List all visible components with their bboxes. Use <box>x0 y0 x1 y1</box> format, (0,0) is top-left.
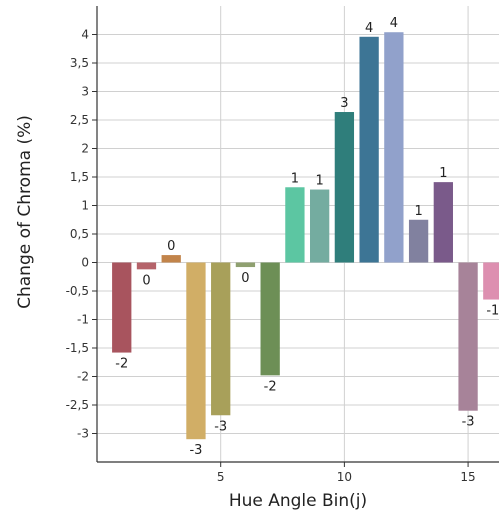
y-tick-label: -1 <box>77 313 89 327</box>
y-tick-label: 2,5 <box>70 113 89 127</box>
bar <box>483 262 499 300</box>
x-tick-label: 10 <box>337 470 352 484</box>
y-tick-label: -2 <box>77 370 89 384</box>
data-label: 1 <box>439 166 447 181</box>
x-axis-title: Hue Angle Bin(j) <box>229 491 367 511</box>
y-tick-label: -0,5 <box>66 284 89 298</box>
bar <box>458 262 478 411</box>
bar <box>433 182 453 263</box>
data-label: -2 <box>115 357 128 372</box>
bar <box>384 32 404 263</box>
y-tick-label: -2,5 <box>66 398 89 412</box>
bar <box>186 262 206 440</box>
x-tick-label: 15 <box>460 470 475 484</box>
data-label: 4 <box>390 16 398 31</box>
y-axis-title: Change of Chroma (%) <box>15 115 35 309</box>
bar <box>285 187 305 263</box>
y-tick-label: -3 <box>77 427 89 441</box>
data-label: -2 <box>264 379 277 394</box>
bar <box>136 262 157 270</box>
bar <box>260 262 280 376</box>
data-label: 0 <box>142 273 150 288</box>
y-tick-label: 4 <box>81 28 89 42</box>
data-label: 0 <box>167 239 175 254</box>
y-tick-label: -1,5 <box>66 341 89 355</box>
bars <box>112 32 499 440</box>
y-tick-label: 1 <box>81 199 89 213</box>
data-label: 4 <box>365 21 373 36</box>
bar <box>112 262 132 353</box>
data-label: 0 <box>241 271 249 286</box>
bar <box>235 262 256 268</box>
data-label: 1 <box>291 171 299 186</box>
bar <box>211 262 231 416</box>
bar <box>161 255 181 263</box>
y-tick-label: 1,5 <box>70 170 89 184</box>
y-tick-label: 3,5 <box>70 56 89 70</box>
bar <box>334 112 355 263</box>
data-label: 1 <box>414 204 422 219</box>
y-tick-label: 3 <box>81 85 89 99</box>
data-label: -1 <box>486 304 499 319</box>
data-label: -3 <box>462 415 475 430</box>
data-label: -3 <box>189 443 202 458</box>
bar <box>359 36 379 263</box>
data-label: 3 <box>340 96 348 111</box>
data-label: -3 <box>214 419 227 434</box>
y-tick-label: 0,5 <box>70 227 89 241</box>
y-tick-label: 0 <box>81 256 89 270</box>
bar <box>408 219 429 263</box>
axes: -3-2,5-2-1,5-1-0,500,511,522,533,545 10 15 <box>66 6 499 484</box>
y-tick-label: 2 <box>81 142 89 156</box>
data-label: 1 <box>316 174 324 189</box>
x-tick-label: 5 <box>217 470 225 484</box>
bar <box>309 189 330 263</box>
data-labels: -2 0 0 -3 -3 0 -2 1 1 3 4 4 1 1 -3 -1 <box>115 16 499 458</box>
